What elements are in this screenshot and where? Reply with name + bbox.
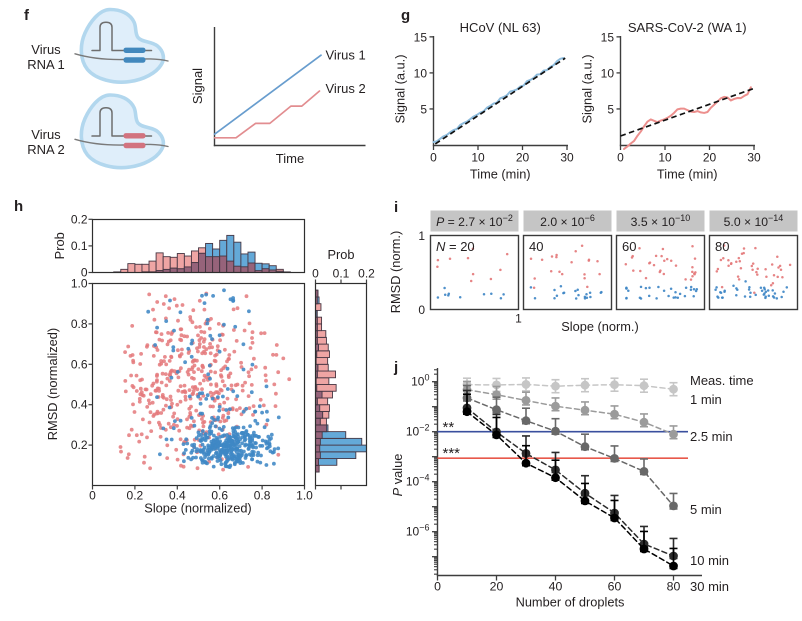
svg-text:0.8: 0.8	[71, 317, 88, 331]
svg-text:Time (min): Time (min)	[470, 167, 531, 182]
svg-text:SARS-CoV-2 (WA 1): SARS-CoV-2 (WA 1)	[628, 20, 747, 35]
svg-text:20: 20	[516, 151, 530, 165]
svg-text:0.2: 0.2	[358, 267, 375, 281]
svg-text:60: 60	[608, 580, 622, 594]
svg-text:2.0 × 10−6: 2.0 × 10−6	[540, 213, 595, 229]
svg-text:0.6: 0.6	[211, 489, 228, 503]
svg-text:0.2: 0.2	[71, 212, 88, 226]
svg-text:j: j	[393, 359, 398, 376]
svg-text:Time: Time	[276, 151, 304, 166]
svg-text:Meas. time: Meas. time	[690, 373, 754, 388]
svg-text:0.1: 0.1	[71, 239, 88, 253]
svg-text:40: 40	[529, 239, 543, 254]
svg-text:0.1: 0.1	[333, 267, 350, 281]
svg-text:Signal: Signal	[190, 68, 205, 104]
svg-text:30 min: 30 min	[690, 579, 729, 594]
svg-text:15: 15	[601, 30, 615, 44]
svg-text:0: 0	[312, 267, 319, 281]
svg-text:RMSD (norm.): RMSD (norm.)	[388, 231, 403, 313]
svg-text:20: 20	[703, 151, 717, 165]
svg-text:1.0: 1.0	[296, 489, 313, 503]
svg-text:30: 30	[747, 151, 761, 165]
svg-text:HCoV (NL 63): HCoV (NL 63)	[460, 20, 541, 35]
svg-text:80: 80	[667, 580, 681, 594]
svg-text:30: 30	[560, 151, 574, 165]
svg-text:P = 2.7 × 10−2: P = 2.7 × 10−2	[436, 213, 513, 229]
svg-text:10: 10	[658, 151, 672, 165]
svg-text:Virus 1: Virus 1	[326, 48, 366, 63]
svg-text:Virus: Virus	[31, 127, 61, 142]
svg-text:P value: P value	[390, 454, 405, 497]
svg-text:10 min: 10 min	[690, 553, 729, 568]
svg-text:2.5 min: 2.5 min	[690, 429, 733, 444]
svg-text:1: 1	[418, 229, 425, 243]
svg-text:0.2: 0.2	[71, 438, 88, 452]
svg-text:10: 10	[471, 151, 485, 165]
svg-text:Slope (normalized): Slope (normalized)	[144, 501, 251, 516]
svg-text:0: 0	[418, 303, 425, 317]
svg-text:N = 20: N = 20	[436, 239, 475, 254]
svg-text:0.2: 0.2	[127, 489, 144, 503]
svg-text:40: 40	[549, 580, 563, 594]
svg-text:Time (min): Time (min)	[657, 167, 718, 182]
svg-text:0: 0	[89, 489, 96, 503]
svg-text:RMSD (normalized): RMSD (normalized)	[45, 328, 60, 440]
svg-text:Prob: Prob	[327, 247, 354, 262]
svg-text:5 min: 5 min	[690, 502, 722, 517]
svg-text:20: 20	[490, 580, 504, 594]
svg-text:1: 1	[515, 312, 522, 326]
svg-text:1.0: 1.0	[71, 277, 88, 291]
svg-text:**: **	[443, 419, 455, 436]
svg-text:Signal (a.u.): Signal (a.u.)	[393, 55, 408, 124]
svg-text:g: g	[401, 7, 410, 24]
svg-text:h: h	[14, 198, 23, 215]
svg-text:f: f	[24, 7, 30, 24]
svg-text:0.6: 0.6	[71, 357, 88, 371]
svg-text:5: 5	[420, 102, 427, 116]
svg-text:RNA 1: RNA 1	[27, 57, 65, 72]
svg-text:0.4: 0.4	[169, 489, 186, 503]
svg-text:10: 10	[414, 66, 428, 80]
svg-text:0: 0	[434, 580, 441, 594]
svg-text:15: 15	[414, 30, 428, 44]
svg-text:***: ***	[443, 445, 461, 462]
svg-text:0: 0	[617, 151, 624, 165]
svg-text:Virus: Virus	[31, 42, 61, 57]
svg-text:Number of droplets: Number of droplets	[516, 595, 625, 610]
svg-text:0.8: 0.8	[254, 489, 271, 503]
svg-text:i: i	[394, 199, 398, 216]
svg-text:0: 0	[81, 266, 88, 280]
svg-text:0.4: 0.4	[71, 398, 88, 412]
svg-text:Signal (a.u.): Signal (a.u.)	[580, 55, 595, 124]
svg-text:60: 60	[622, 239, 636, 254]
svg-text:80: 80	[715, 239, 729, 254]
svg-text:1 min: 1 min	[690, 392, 722, 407]
svg-text:0: 0	[430, 151, 437, 165]
svg-text:Slope (norm.): Slope (norm.)	[561, 319, 639, 334]
svg-text:Prob: Prob	[52, 232, 67, 259]
svg-text:RNA 2: RNA 2	[27, 142, 65, 157]
svg-text:Virus 2: Virus 2	[326, 81, 366, 96]
svg-text:5: 5	[607, 102, 614, 116]
svg-text:10: 10	[601, 66, 615, 80]
